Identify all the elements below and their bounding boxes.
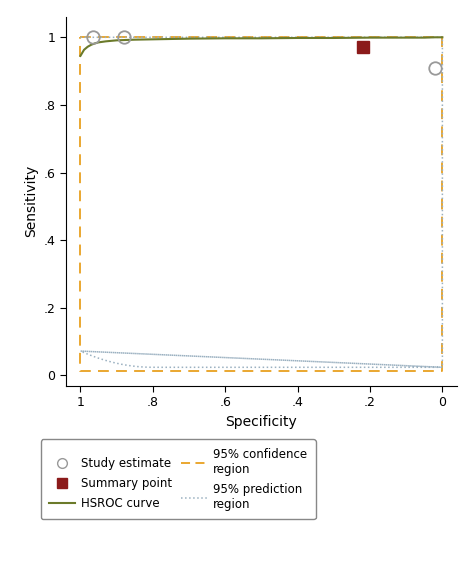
Legend: Study estimate, Summary point, HSROC curve, 95% confidence
region, 95% predictio: Study estimate, Summary point, HSROC cur… (41, 439, 316, 519)
X-axis label: Specificity: Specificity (226, 414, 297, 429)
Y-axis label: Sensitivity: Sensitivity (24, 165, 38, 238)
